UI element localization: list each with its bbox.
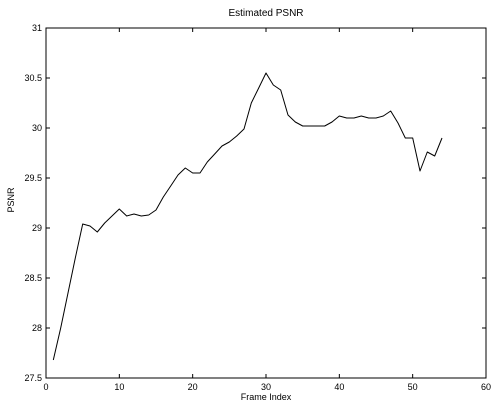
y-axis-label: PSNR [6,187,16,213]
series-layer [52,72,443,361]
x-tick-label: 20 [188,382,198,392]
y-axis-ticks: 27.5 28 28.5 29 29.5 30 30.5 31 [24,23,486,383]
chart-title: Estimated PSNR [228,8,303,19]
x-axis-label: Frame Index [241,392,292,402]
y-tick-label: 30 [32,123,42,133]
y-tick-label: 28.5 [24,273,42,283]
y-tick-label: 29 [32,223,42,233]
x-tick-label: 60 [481,382,491,392]
x-tick-label: 30 [261,382,271,392]
x-tick-label: 10 [114,382,124,392]
x-tick-label: 50 [408,382,418,392]
y-tick-label: 31 [32,23,42,33]
series-line-0 [52,72,443,361]
y-tick-label: 28 [32,323,42,333]
y-tick-label: 29.5 [24,173,42,183]
x-tick-label: 0 [43,382,48,392]
y-tick-label: 30.5 [24,73,42,83]
x-tick-label: 40 [334,382,344,392]
x-axis-ticks: 0 10 20 30 40 50 60 [43,28,491,392]
y-tick-label: 27.5 [24,373,42,383]
